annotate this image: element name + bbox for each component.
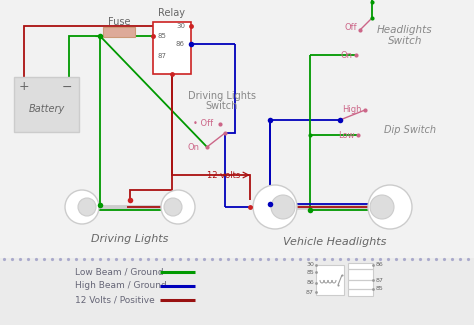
Bar (316, 265, 344, 295)
Text: Driving Lights: Driving Lights (91, 234, 169, 244)
Text: 87: 87 (158, 53, 167, 59)
Text: Off: Off (345, 23, 357, 32)
Text: 86: 86 (176, 41, 185, 47)
Text: Fuse: Fuse (108, 17, 130, 27)
Bar (103, 27, 135, 37)
Circle shape (370, 195, 394, 219)
Text: Battery: Battery (28, 105, 64, 114)
Circle shape (164, 198, 182, 216)
Text: +: + (18, 81, 29, 94)
Bar (348, 263, 373, 296)
Bar (14, 77, 79, 132)
Text: Driving Lights: Driving Lights (188, 91, 256, 101)
Text: On: On (341, 50, 353, 59)
Circle shape (253, 185, 297, 229)
Text: 85: 85 (158, 33, 167, 39)
Text: Vehicle Headlights: Vehicle Headlights (283, 237, 387, 247)
Text: 12 volts: 12 volts (207, 171, 240, 179)
Bar (0, 258, 474, 325)
Circle shape (65, 190, 99, 224)
Text: 12 Volts / Positive: 12 Volts / Positive (75, 295, 155, 305)
Circle shape (161, 190, 195, 224)
Text: Headlights: Headlights (377, 25, 433, 35)
Circle shape (368, 185, 412, 229)
Text: −: − (62, 81, 72, 94)
Text: 86: 86 (306, 280, 314, 285)
Text: Switch: Switch (206, 101, 238, 111)
Text: Switch: Switch (388, 36, 422, 46)
Text: 30: 30 (306, 263, 314, 267)
Text: 30: 30 (176, 23, 185, 29)
Circle shape (78, 198, 96, 216)
Text: 85: 85 (306, 269, 314, 275)
Bar (153, 22, 191, 74)
Text: 87: 87 (376, 278, 384, 282)
Text: Dip Switch: Dip Switch (384, 125, 436, 135)
Text: 87: 87 (306, 290, 314, 294)
Text: Relay: Relay (158, 8, 185, 18)
Text: High: High (343, 106, 362, 114)
Text: High Beam / Ground: High Beam / Ground (75, 281, 167, 291)
Text: Low: Low (338, 131, 355, 139)
Text: On: On (188, 142, 200, 151)
Text: Low Beam / Ground: Low Beam / Ground (75, 267, 164, 277)
Text: 85: 85 (376, 287, 384, 292)
Text: • Off: • Off (193, 120, 213, 128)
Text: 86: 86 (376, 263, 384, 267)
Circle shape (271, 195, 295, 219)
